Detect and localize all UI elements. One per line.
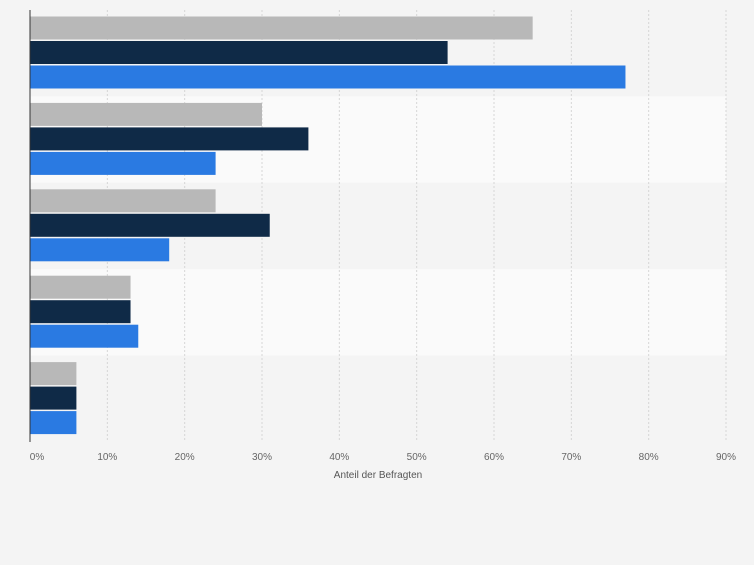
x-tick-label: 40% [329, 452, 349, 463]
bar [30, 151, 216, 175]
x-tick-label: 20% [175, 452, 195, 463]
category-bands [30, 10, 726, 442]
x-tick-label: 90% [716, 452, 736, 463]
bar [30, 324, 139, 348]
x-tick-label: 50% [407, 452, 427, 463]
bar [30, 65, 626, 89]
x-tick-label: 60% [484, 452, 504, 463]
category-band [30, 269, 726, 356]
bar [30, 127, 309, 151]
bar [30, 102, 262, 126]
x-tick-label: 80% [639, 452, 659, 463]
bar [30, 189, 216, 213]
bar [30, 362, 77, 386]
x-tick-label: 70% [561, 452, 581, 463]
x-tick-label: 10% [97, 452, 117, 463]
bar [30, 238, 170, 262]
bar [30, 275, 131, 299]
bar [30, 16, 533, 40]
x-tick-labels: 0% 10% 20% 30% 40% 50% 60% 70% 80% 90% [30, 452, 736, 463]
bar [30, 411, 77, 435]
x-tick-label: 0% [30, 452, 45, 463]
x-tick-label: 30% [252, 452, 272, 463]
bar [30, 386, 77, 410]
bars [30, 16, 626, 435]
bar [30, 213, 270, 237]
bar [30, 300, 131, 324]
bar [30, 41, 448, 64]
category-band [30, 355, 726, 442]
x-axis-label: Anteil der Befragten [334, 470, 422, 481]
